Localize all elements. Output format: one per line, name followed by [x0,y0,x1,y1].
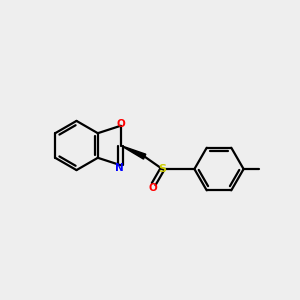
Text: S: S [158,164,166,174]
Text: N: N [115,163,124,173]
Polygon shape [121,146,146,159]
Text: O: O [148,183,157,193]
Text: O: O [117,119,125,129]
